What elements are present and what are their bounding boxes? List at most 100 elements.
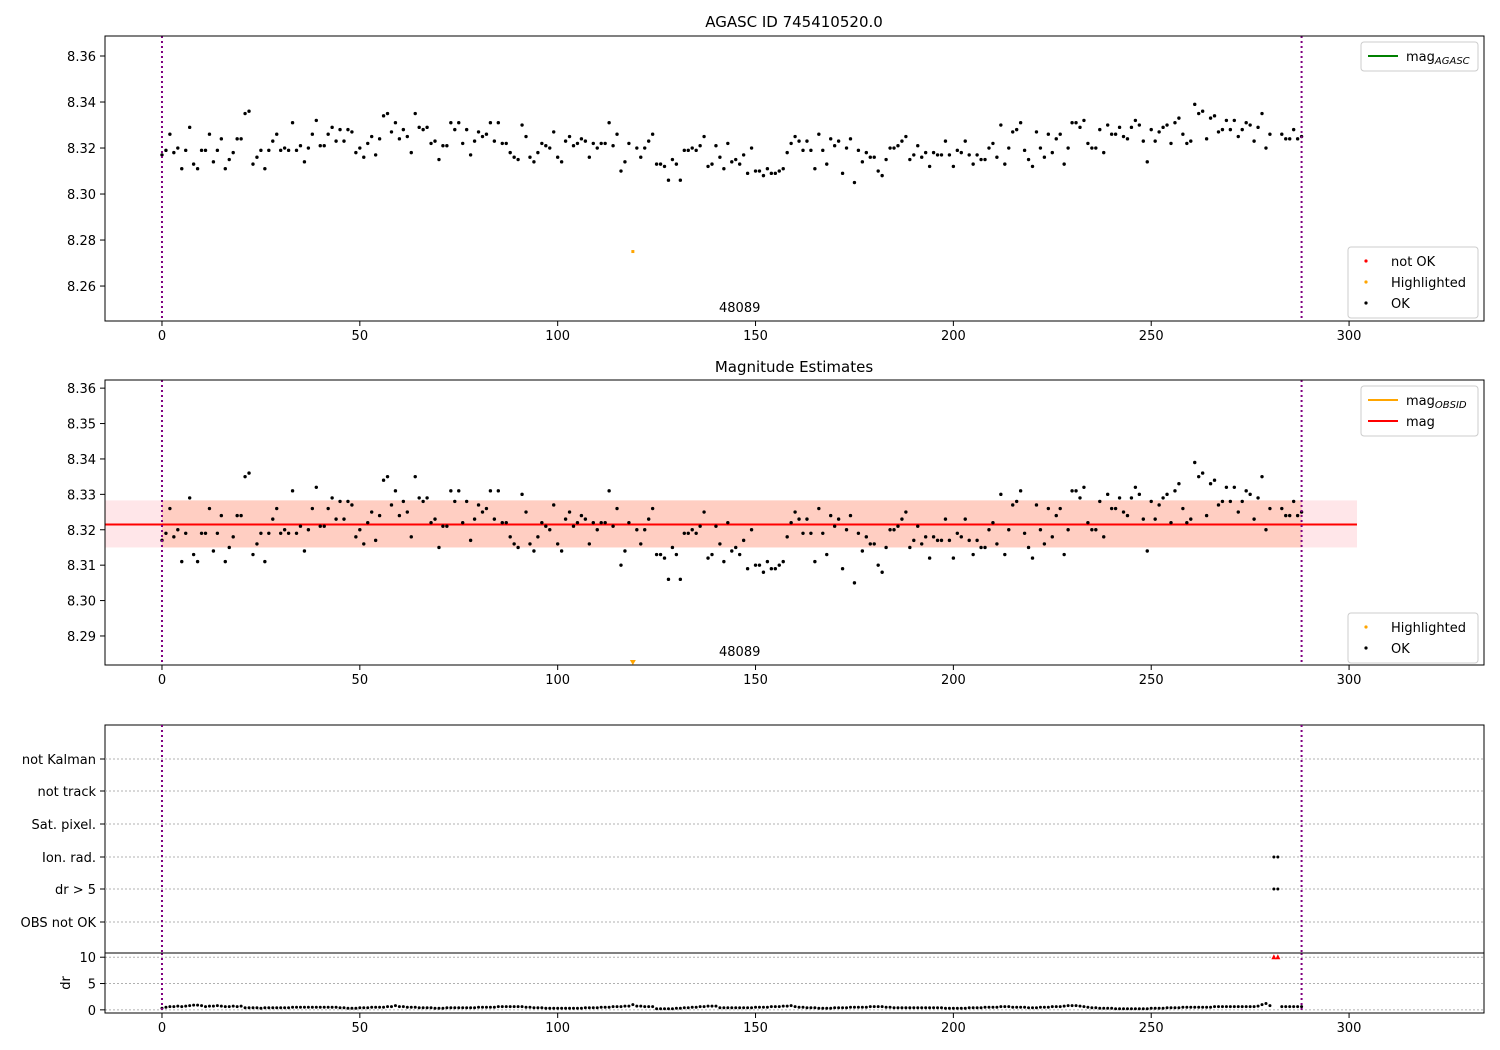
dr-point xyxy=(1066,1004,1070,1008)
dr-point xyxy=(1133,1007,1137,1011)
panel2-ok-point xyxy=(227,545,231,550)
panel2-ok-point xyxy=(548,528,552,532)
panel1-ok-point xyxy=(1014,127,1019,132)
panel2-ok-point xyxy=(666,577,671,582)
dr-point xyxy=(279,1006,283,1010)
dr-point xyxy=(1193,1005,1197,1009)
panel1-ok-point xyxy=(168,132,172,136)
dr-point xyxy=(306,1005,310,1009)
panel1-ok-point xyxy=(373,153,378,157)
dr-point xyxy=(1296,1005,1300,1009)
panel1-ok-point xyxy=(449,121,453,125)
dr-point xyxy=(263,1006,267,1010)
panel1-ok-point xyxy=(461,141,465,146)
dr-point xyxy=(500,1005,504,1009)
panel2-ok-point xyxy=(567,510,572,514)
panel1-ok-point xyxy=(219,137,224,141)
panel1-ok-point xyxy=(1295,137,1300,141)
panel2-ok-point xyxy=(508,535,512,539)
dr-point xyxy=(967,1006,971,1010)
flags-category-label: not track xyxy=(37,785,96,800)
panel1-ok-point xyxy=(1165,123,1169,127)
panel2-ok-point xyxy=(203,531,208,535)
panel1-ok-point xyxy=(409,150,413,155)
dr-point xyxy=(338,1006,342,1010)
dr-point xyxy=(473,1006,477,1010)
dr-point xyxy=(821,1006,825,1010)
dr-point xyxy=(1264,1002,1268,1006)
dr-point xyxy=(805,1006,809,1010)
panel2-ok-point xyxy=(199,531,204,535)
dr-point xyxy=(817,1006,821,1010)
panel1-xtick-label: 100 xyxy=(545,329,570,344)
panel2-ok-point xyxy=(263,559,267,564)
panel1-ok-point xyxy=(959,150,963,155)
panel2-ok-point xyxy=(1109,506,1114,511)
dr-point xyxy=(880,1005,884,1009)
panel1-xtick-label: 250 xyxy=(1139,329,1164,344)
dr-point xyxy=(928,1006,932,1010)
dr-point xyxy=(583,1006,587,1010)
panel1-ok-point xyxy=(1244,121,1248,125)
panel2-ok-point xyxy=(931,535,936,539)
panel2-ok-point xyxy=(393,489,398,493)
panel2-ok-point xyxy=(983,545,987,550)
dr-point xyxy=(888,1005,892,1009)
panel2-ok-point xyxy=(1288,513,1292,518)
dr-point xyxy=(393,1004,397,1008)
dr-point xyxy=(188,1004,192,1008)
dr-point xyxy=(896,1006,900,1010)
panel2-ok-point xyxy=(195,559,200,564)
panel1-ok-point xyxy=(650,132,655,136)
panel1-ok-point xyxy=(160,153,164,157)
panel2-ok-point xyxy=(555,542,560,546)
dr-point xyxy=(1149,1006,1153,1010)
panel2-xtick-label: 0 xyxy=(158,673,166,688)
dr-point xyxy=(860,1005,864,1009)
dr-point xyxy=(207,1004,211,1008)
dr-point xyxy=(916,1006,920,1010)
dr-point xyxy=(267,1006,271,1010)
dr-point xyxy=(204,1005,208,1009)
panel1-ok-point xyxy=(1109,132,1114,136)
panel2-ok-point xyxy=(753,563,758,567)
panel1-ok-point xyxy=(255,155,259,159)
panel2-ok-point xyxy=(844,528,849,532)
panel2-ok-point xyxy=(433,517,437,521)
panel2-ok-point xyxy=(1105,492,1110,497)
dr-point xyxy=(670,1007,674,1011)
dr-point xyxy=(298,1005,302,1009)
panel1-ok-point xyxy=(559,160,564,164)
dr-point xyxy=(342,1006,346,1010)
panel1-ok-point xyxy=(710,162,714,166)
panel2-ok-point xyxy=(868,542,872,546)
dr-point xyxy=(318,1005,322,1009)
panel1-ok-point xyxy=(1291,127,1296,132)
panel1-ok-point xyxy=(575,141,580,146)
panel2-ok-point xyxy=(900,517,904,521)
panel2-ok-point xyxy=(1197,474,1201,479)
panel2-ok-point xyxy=(1165,492,1169,497)
panel2-ok-point xyxy=(571,524,576,528)
panel1-ok-point xyxy=(310,132,315,136)
panel1-ok-point xyxy=(1280,132,1284,136)
panel1-ok-point xyxy=(338,127,342,132)
dr-point xyxy=(682,1006,686,1010)
dr-point xyxy=(722,1006,726,1010)
dr-point xyxy=(548,1006,552,1010)
panel2-ok-point xyxy=(385,474,390,479)
panel2-ok-point xyxy=(540,520,544,525)
panel1-ok-point xyxy=(231,150,235,155)
panel1-ok-point xyxy=(829,137,833,141)
flags-category-label: dr > 5 xyxy=(55,883,96,898)
panel2-ok-point xyxy=(1070,489,1074,493)
panel1-ok-point xyxy=(1102,150,1106,155)
panel1-ok-point xyxy=(1216,130,1221,134)
dr-point xyxy=(987,1005,991,1009)
dr-point xyxy=(868,1005,872,1009)
dr-point xyxy=(196,1003,200,1007)
dr-point xyxy=(425,1006,429,1010)
panel1-ok-point xyxy=(1220,127,1225,132)
panel2-ok-point xyxy=(1295,513,1300,518)
panel1-ok-point xyxy=(643,146,647,150)
